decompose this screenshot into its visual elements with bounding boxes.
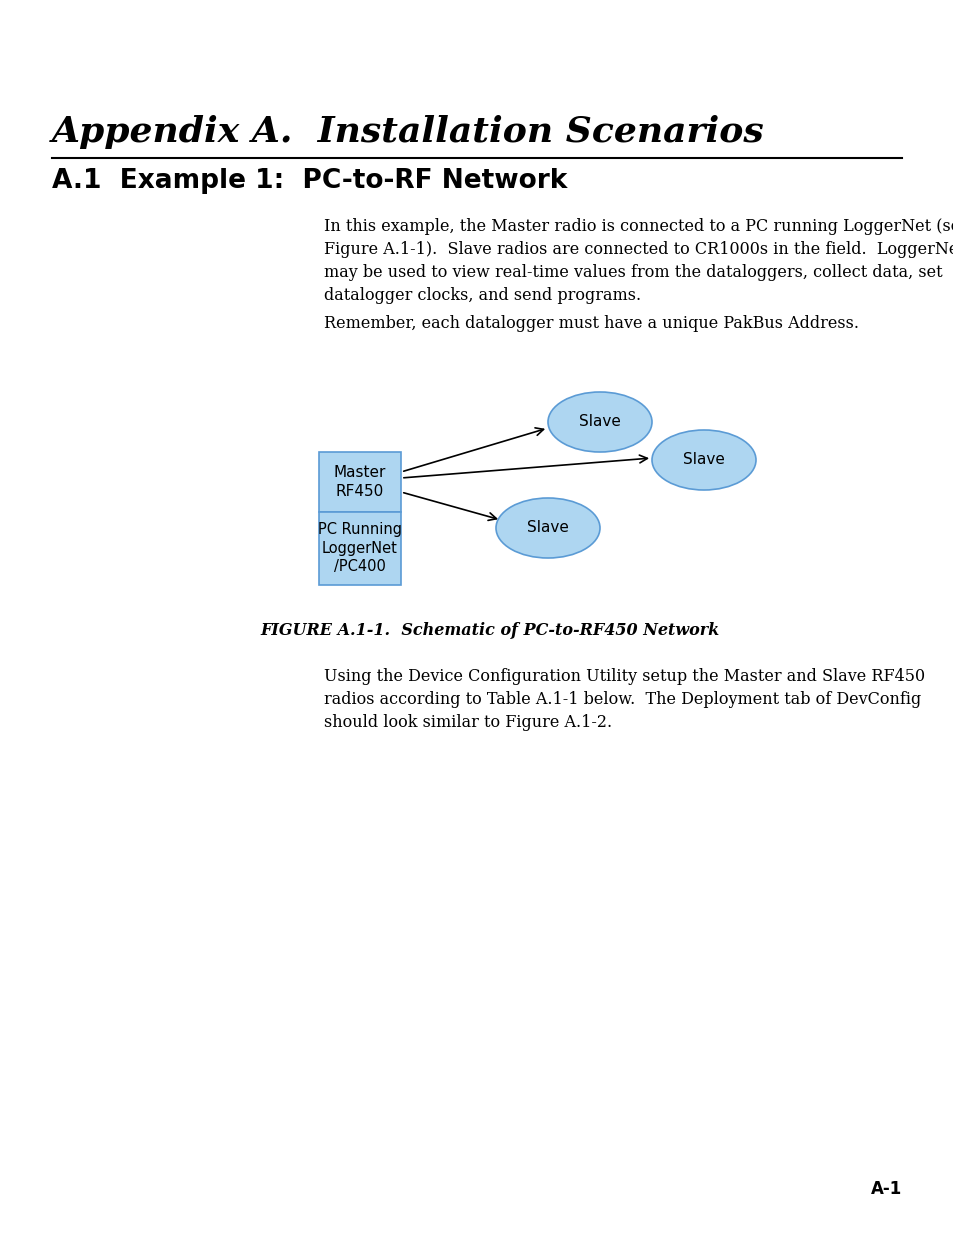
Text: A-1: A-1: [870, 1179, 901, 1198]
Text: Using the Device Configuration Utility setup the Master and Slave RF450
radios a: Using the Device Configuration Utility s…: [324, 668, 924, 731]
Text: Slave: Slave: [526, 520, 568, 536]
Text: Slave: Slave: [682, 452, 724, 468]
Text: FIGURE A.1-1.  Schematic of PC-to-RF450 Network: FIGURE A.1-1. Schematic of PC-to-RF450 N…: [260, 622, 719, 638]
Ellipse shape: [547, 391, 651, 452]
Text: Master
RF450: Master RF450: [334, 466, 386, 499]
Text: PC Running
LoggerNet
/PC400: PC Running LoggerNet /PC400: [317, 522, 401, 574]
Text: A.1  Example 1:  PC-to-RF Network: A.1 Example 1: PC-to-RF Network: [52, 168, 567, 194]
Text: In this example, the Master radio is connected to a PC running LoggerNet (see
Fi: In this example, the Master radio is con…: [324, 219, 953, 304]
Ellipse shape: [496, 498, 599, 558]
Text: Remember, each datalogger must have a unique PakBus Address.: Remember, each datalogger must have a un…: [324, 315, 858, 332]
Text: Slave: Slave: [578, 415, 620, 430]
Ellipse shape: [651, 430, 755, 490]
FancyBboxPatch shape: [318, 452, 400, 513]
FancyBboxPatch shape: [318, 511, 400, 584]
Text: Appendix A.  Installation Scenarios: Appendix A. Installation Scenarios: [52, 115, 764, 149]
